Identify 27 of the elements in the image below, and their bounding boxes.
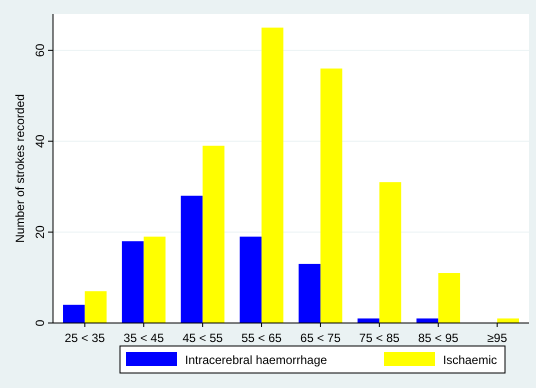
y-axis-title: Number of strokes recorded — [13, 94, 27, 243]
x-tick-label: 25 < 35 — [64, 331, 106, 345]
legend-label: Intracerebral haemorrhage — [185, 353, 328, 367]
x-tick-label: 85 < 95 — [418, 331, 459, 345]
bar — [144, 236, 166, 323]
bar — [298, 264, 320, 323]
bar — [438, 273, 460, 323]
x-tick-label: 45 < 55 — [182, 331, 224, 345]
bar — [84, 291, 107, 323]
y-tick-label: 40 — [33, 134, 47, 148]
x-tick-label: ≥95 — [487, 331, 508, 345]
y-tick-label: 0 — [33, 319, 47, 326]
bar — [379, 182, 402, 323]
x-tick-label: 65 < 75 — [300, 331, 341, 345]
y-tick-label: 20 — [33, 225, 47, 239]
bar — [262, 28, 284, 323]
bar — [122, 241, 144, 323]
x-tick-label: 35 < 45 — [124, 331, 164, 345]
bar — [240, 236, 262, 323]
x-tick-label: 55 < 65 — [241, 331, 282, 345]
bar — [320, 68, 342, 323]
legend-label: Ischaemic — [443, 353, 498, 367]
x-tick-label: 75 < 85 — [359, 331, 400, 345]
bar — [202, 146, 224, 323]
y-tick-label: 60 — [33, 43, 47, 58]
bar — [63, 304, 85, 323]
bar — [180, 196, 203, 323]
